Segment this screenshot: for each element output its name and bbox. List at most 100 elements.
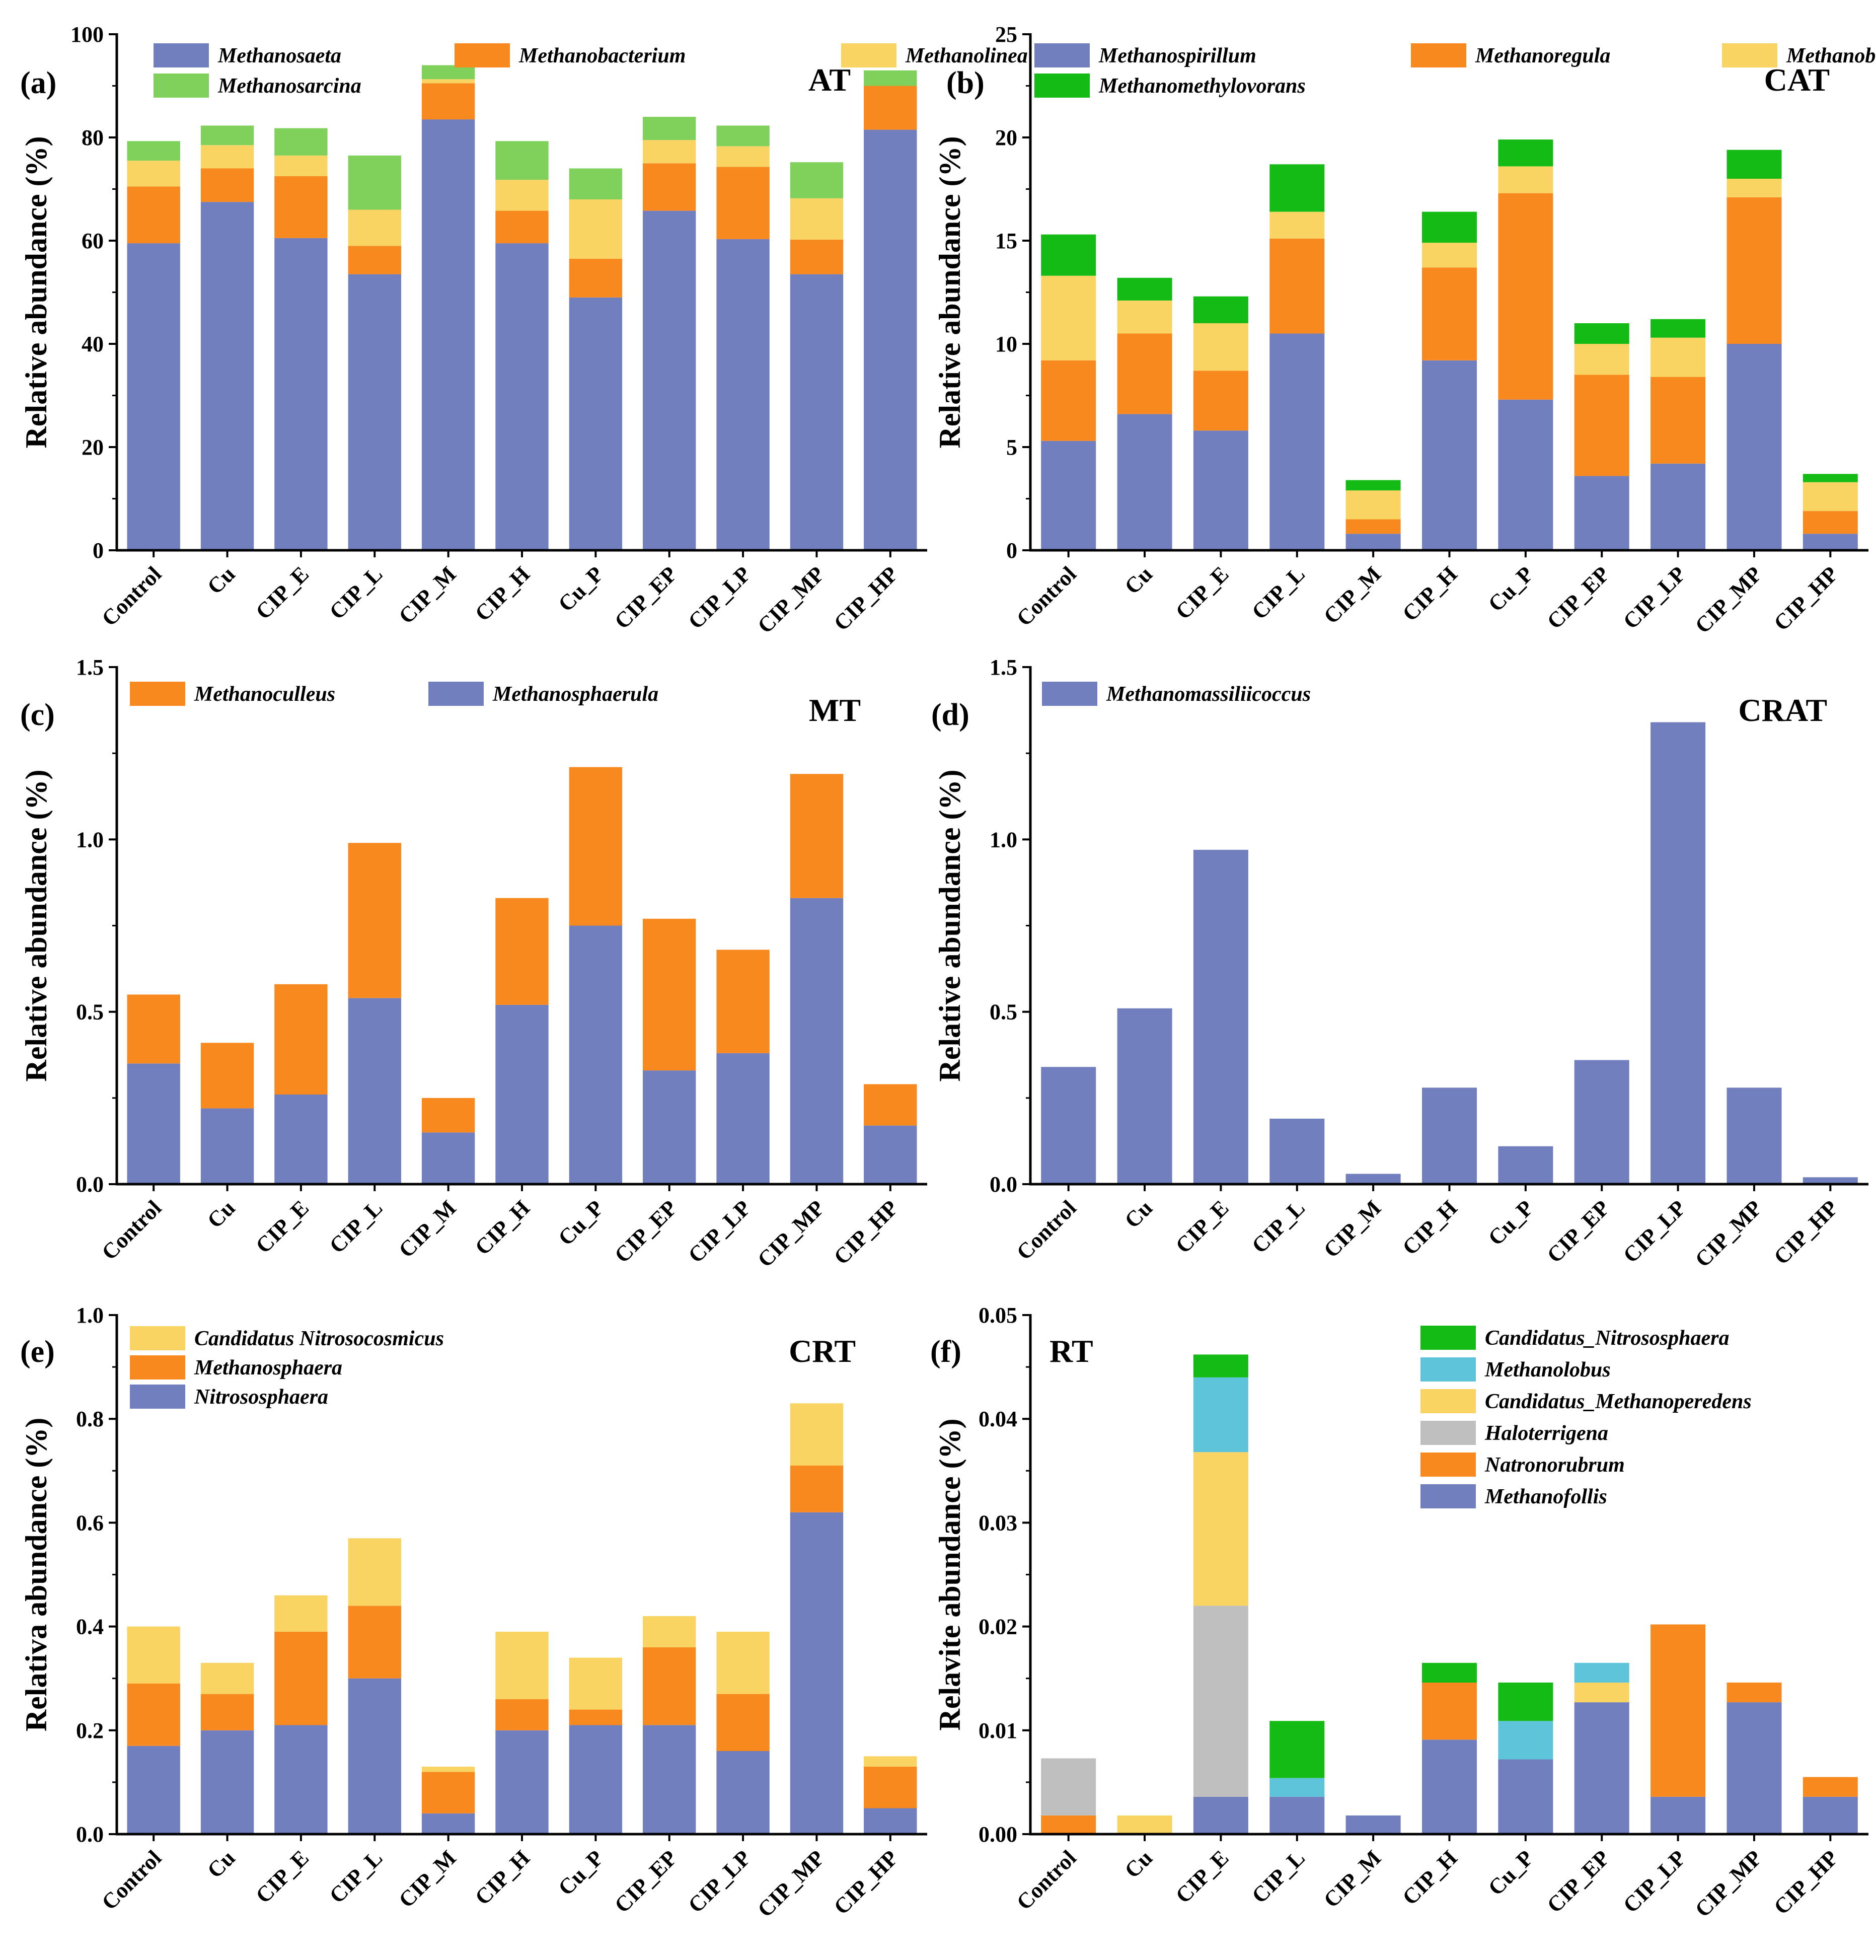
bar-methanolobus-cip-l bbox=[1269, 1778, 1325, 1797]
bar-methanofollis-cu-p bbox=[1498, 1759, 1553, 1834]
bar-methanosarcina-cip-mp bbox=[790, 162, 844, 198]
legend-swatch bbox=[130, 682, 185, 706]
legend-label: Methanobrevibacter bbox=[1786, 44, 1876, 67]
bar-methanobacterium-cip-hp bbox=[864, 86, 917, 130]
panel-letter: (a) bbox=[20, 66, 56, 100]
bar-methanobrevibacter-cip-h bbox=[1422, 243, 1477, 268]
bar-methanobacterium-cip-m bbox=[421, 83, 475, 120]
bar-methanobrevibacter-cip-hp bbox=[1803, 482, 1858, 512]
bar-methanolobus-cip-ep bbox=[1574, 1662, 1629, 1683]
bar-methanoculleus-cip-hp bbox=[864, 1084, 917, 1126]
bar-methanoculleus-cip-l bbox=[348, 843, 401, 998]
y-tick-label: 0.0 bbox=[990, 1172, 1017, 1197]
legend-label: Haloterrigena bbox=[1484, 1422, 1608, 1445]
bar-methanolobus-cu-p bbox=[1498, 1721, 1553, 1760]
bar-candidatus-nitrosocosmicus-cip-ep bbox=[643, 1616, 696, 1647]
bar-nitrososphaera-cip-hp bbox=[864, 1808, 917, 1834]
bar-candidatus-nitrosocosmicus-cip-hp bbox=[864, 1756, 917, 1767]
y-tick-label: 1.0 bbox=[76, 827, 104, 852]
panel-name: CAT bbox=[1764, 62, 1830, 98]
bar-methanobrevibacter-cu-p bbox=[1498, 166, 1553, 193]
bar-methanoculleus-cip-lp bbox=[716, 950, 770, 1053]
y-tick-label: 1.0 bbox=[76, 1303, 104, 1328]
panel-letter: (f) bbox=[930, 1335, 961, 1369]
y-tick-label: 0.05 bbox=[979, 1303, 1017, 1328]
bar-methanosarcina-cip-ep bbox=[643, 117, 696, 140]
bar-methanobacterium-cip-e bbox=[274, 176, 328, 238]
legend-swatch bbox=[841, 43, 896, 67]
bar-methanoculleus-cip-mp bbox=[790, 774, 844, 898]
legend-label: Methanomassiliicoccus bbox=[1106, 683, 1311, 706]
bar-methanospirillum-cip-h bbox=[1422, 360, 1477, 550]
bar-methanosphaera-cip-l bbox=[348, 1606, 401, 1679]
y-tick-label: 1.5 bbox=[990, 655, 1017, 680]
y-axis-title: Relative abundance (%) bbox=[933, 136, 966, 449]
legend-label: Candidatus Nitrosocosmicus bbox=[194, 1327, 444, 1350]
bar-methanosaeta-cu bbox=[200, 202, 254, 551]
bar-nitrososphaera-cu bbox=[200, 1730, 254, 1834]
bar-methanospirillum-control bbox=[1041, 441, 1096, 550]
bar-candidatus-methanoperedens-cip-e bbox=[1193, 1452, 1248, 1606]
bar-candidatus-nitrososphaera-cu-p bbox=[1498, 1682, 1553, 1721]
bar-methanolinea-cip-ep bbox=[643, 140, 696, 164]
legend-label: Methanosphaerula bbox=[492, 683, 658, 706]
y-tick-label: 60 bbox=[82, 229, 104, 253]
bar-methanosphaerula-cip-mp bbox=[790, 898, 844, 1184]
y-tick-label: 0.03 bbox=[979, 1510, 1017, 1535]
bar-methanobacterium-cip-lp bbox=[716, 167, 770, 239]
bar-methanosphaera-cip-lp bbox=[716, 1694, 770, 1751]
legend-swatch bbox=[130, 1355, 185, 1380]
bar-nitrososphaera-cip-e bbox=[274, 1725, 328, 1834]
bar-methanosphaerula-cip-ep bbox=[643, 1070, 696, 1184]
bar-methanosphaerula-cip-e bbox=[274, 1095, 328, 1184]
bar-nitrososphaera-control bbox=[127, 1746, 180, 1834]
legend-swatch bbox=[1420, 1357, 1476, 1382]
bar-methanomethylovorans-control bbox=[1041, 234, 1096, 276]
bar-methanolinea-cu bbox=[200, 145, 254, 169]
bar-methanoregula-cip-m bbox=[1345, 519, 1401, 534]
bar-methanomassiliicoccus-cip-m bbox=[1345, 1174, 1401, 1184]
bar-methanosarcina-cip-l bbox=[348, 155, 401, 210]
bar-methanosphaerula-cip-l bbox=[348, 998, 401, 1184]
bar-methanospirillum-cu-p bbox=[1498, 399, 1553, 550]
legend-swatch bbox=[1034, 43, 1090, 67]
y-tick-label: 0.0 bbox=[76, 1822, 104, 1847]
legend: Methanosaeta Methanobacterium Methanolinea… bbox=[154, 43, 1028, 98]
bar-methanomethylovorans-cip-mp bbox=[1727, 150, 1782, 179]
y-tick-label: 0.01 bbox=[979, 1718, 1017, 1743]
legend-label: Methanomethylovorans bbox=[1098, 75, 1306, 98]
legend-swatch bbox=[455, 43, 510, 67]
panel-letter: (d) bbox=[931, 698, 969, 732]
bar-methanobrevibacter-cip-m bbox=[1345, 490, 1401, 520]
bar-methanomethylovorans-cip-lp bbox=[1650, 319, 1706, 338]
y-tick-label: 0.2 bbox=[76, 1718, 104, 1743]
bar-methanobrevibacter-control bbox=[1041, 275, 1096, 360]
bar-methanosphaerula-cip-hp bbox=[864, 1125, 917, 1184]
bar-methanosphaerula-cip-lp bbox=[716, 1053, 770, 1184]
y-axis-title: Relativa abundance (%) bbox=[20, 1418, 53, 1731]
panel-name: AT bbox=[808, 62, 851, 98]
bar-methanosphaerula-cu bbox=[200, 1108, 254, 1184]
bar-methanoculleus-cu-p bbox=[569, 767, 623, 926]
y-tick-label: 0.04 bbox=[979, 1407, 1017, 1431]
bar-methanosphaera-control bbox=[127, 1684, 180, 1746]
bar-methanosphaera-cip-hp bbox=[864, 1767, 917, 1808]
legend-swatch bbox=[130, 1385, 185, 1409]
bar-methanobrevibacter-cu bbox=[1117, 300, 1172, 334]
bar-methanofollis-cip-ep bbox=[1574, 1702, 1629, 1834]
bar-methanobacterium-control bbox=[127, 186, 180, 244]
legend-swatch bbox=[1722, 43, 1777, 67]
y-tick-label: 0.5 bbox=[990, 1000, 1017, 1025]
bar-methanomethylovorans-cip-m bbox=[1345, 480, 1401, 491]
bar-methanosaeta-control bbox=[127, 243, 180, 551]
bar-methanosaeta-cip-hp bbox=[864, 129, 917, 551]
bar-methanospirillum-cip-mp bbox=[1727, 344, 1782, 550]
y-tick-label: 10 bbox=[995, 332, 1017, 356]
bar-methanoregula-cu-p bbox=[1498, 193, 1553, 400]
legend-label: Methanospirillum bbox=[1098, 44, 1256, 67]
legend-swatch bbox=[154, 74, 209, 98]
bar-methanofollis-cip-lp bbox=[1650, 1796, 1706, 1834]
bar-methanobacterium-cip-mp bbox=[790, 240, 844, 274]
